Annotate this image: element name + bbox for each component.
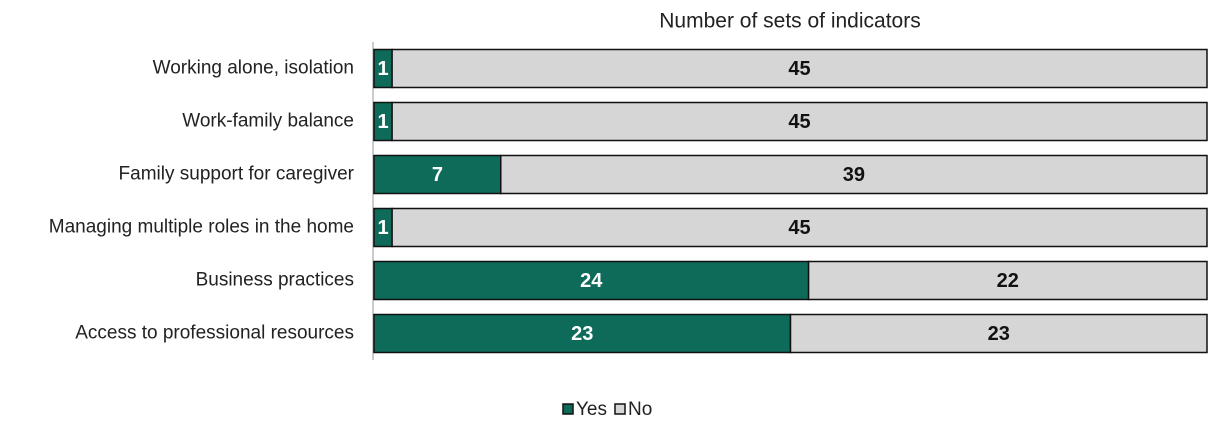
legend-swatch [614,403,626,415]
y-tick-label: Family support for caregiver [119,164,355,185]
bar-segment [373,260,810,301]
data-label: 1 [377,58,388,80]
chart-title: Number of sets of indicators [659,10,920,33]
data-label: 45 [788,111,810,133]
bar-segment [500,154,1208,195]
y-tick-label: Business practices [196,270,354,291]
legend-swatch [562,403,574,415]
y-tick-label: Managing multiple roles in the home [49,217,354,238]
y-tick-label: Working alone, isolation [153,58,354,79]
bar-segment [391,101,1208,142]
bar-segment [373,313,792,354]
bar-segment [807,260,1208,301]
data-label: 1 [377,111,388,133]
data-label: 23 [988,323,1010,345]
bar-segment [391,48,1208,89]
data-label: 22 [997,270,1019,292]
data-label: 1 [377,217,388,239]
bar-segment [373,154,502,195]
data-label: 45 [788,58,810,80]
legend-label: Yes [576,399,607,420]
bar-segment [789,313,1208,354]
data-label: 39 [843,164,865,186]
legend-label: No [628,399,652,420]
data-label: 7 [432,164,443,186]
y-tick-label: Work-family balance [182,111,354,132]
data-label: 24 [580,270,603,292]
y-tick-label: Access to professional resources [75,323,354,344]
data-label: 23 [571,323,593,345]
data-label: 45 [788,217,810,239]
bar-segment [391,207,1208,248]
